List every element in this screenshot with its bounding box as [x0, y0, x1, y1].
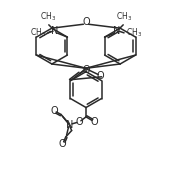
- Text: CH$_3$: CH$_3$: [40, 11, 56, 23]
- Text: CH$_3$: CH$_3$: [126, 27, 142, 39]
- Text: N: N: [113, 26, 121, 36]
- Text: N: N: [51, 26, 59, 36]
- Text: N: N: [66, 120, 74, 130]
- Text: O: O: [59, 139, 66, 149]
- Text: O: O: [75, 117, 83, 127]
- Text: O: O: [82, 65, 90, 75]
- Text: O: O: [90, 117, 98, 127]
- Text: O: O: [82, 17, 90, 27]
- Text: CH$_3$: CH$_3$: [116, 11, 132, 23]
- Text: O: O: [51, 106, 58, 116]
- Text: CH$_3$: CH$_3$: [30, 27, 46, 39]
- Text: O: O: [96, 71, 104, 81]
